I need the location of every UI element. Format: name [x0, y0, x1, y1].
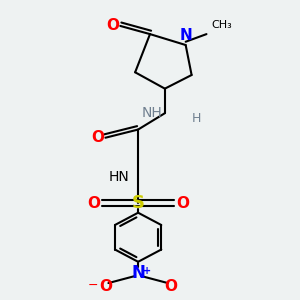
Text: S: S: [132, 194, 145, 212]
Text: H: H: [192, 112, 201, 125]
Text: HN: HN: [108, 170, 129, 184]
Text: O: O: [99, 279, 112, 294]
Text: −: −: [88, 278, 98, 292]
Text: O: O: [92, 130, 104, 145]
Text: N: N: [179, 28, 192, 43]
Text: O: O: [176, 196, 189, 211]
Text: +: +: [143, 266, 152, 275]
Text: O: O: [164, 279, 177, 294]
Text: NH: NH: [141, 106, 162, 120]
Text: O: O: [106, 18, 119, 33]
Text: CH₃: CH₃: [211, 20, 232, 30]
Text: N: N: [131, 264, 145, 282]
Text: O: O: [87, 196, 100, 211]
